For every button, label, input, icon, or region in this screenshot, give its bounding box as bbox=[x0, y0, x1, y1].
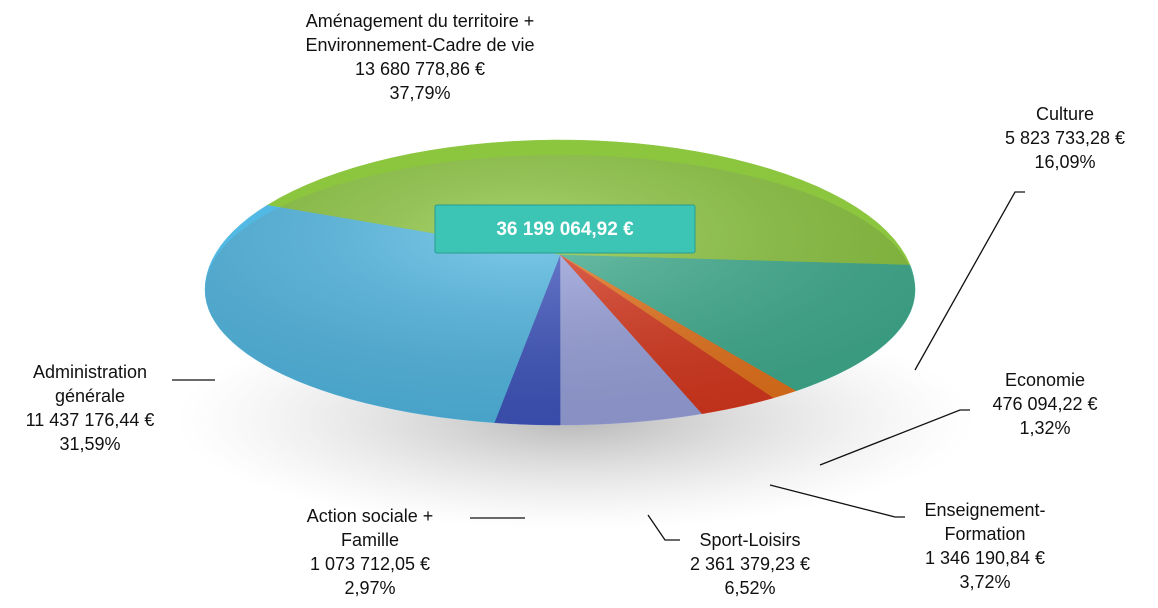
category-label: Sport-Loisirs bbox=[699, 530, 800, 550]
value-label: 1 073 712,05 € bbox=[310, 554, 430, 574]
category-label: Environnement-Cadre de vie bbox=[305, 35, 534, 55]
leader-line bbox=[819, 409, 970, 466]
value-label: 1 346 190,84 € bbox=[925, 548, 1045, 568]
total-label: 36 199 064,92 € bbox=[496, 219, 634, 240]
leader-line bbox=[914, 191, 1025, 371]
category-label: Formation bbox=[944, 524, 1025, 544]
value-label: 13 680 778,86 € bbox=[355, 59, 485, 79]
value-label: 476 094,22 € bbox=[992, 394, 1097, 414]
category-label: Aménagement du territoire + bbox=[306, 11, 535, 31]
percentage-label: 1,32% bbox=[1019, 418, 1070, 438]
category-label: Culture bbox=[1036, 104, 1094, 124]
category-label: Economie bbox=[1005, 370, 1085, 390]
category-label: Administration bbox=[33, 362, 147, 382]
value-label: 5 823 733,28 € bbox=[1005, 128, 1125, 148]
percentage-label: 2,97% bbox=[344, 578, 395, 598]
pie bbox=[204, 139, 916, 426]
category-label: Enseignement- bbox=[924, 500, 1045, 520]
labels: Aménagement du territoire + Environnement… bbox=[26, 11, 1125, 598]
category-label: générale bbox=[55, 386, 125, 406]
category-label: Famille bbox=[341, 530, 399, 550]
percentage-label: 37,79% bbox=[389, 83, 450, 103]
total-box bbox=[434, 204, 696, 254]
leader-line bbox=[647, 514, 680, 541]
leader-line bbox=[769, 484, 905, 518]
value-label: 2 361 379,23 € bbox=[690, 554, 810, 574]
percentage-label: 3,72% bbox=[959, 572, 1010, 592]
percentage-label: 6,52% bbox=[724, 578, 775, 598]
category-label: Action sociale + bbox=[307, 506, 434, 526]
percentage-label: 31,59% bbox=[59, 434, 120, 454]
percentage-label: 16,09% bbox=[1034, 152, 1095, 172]
value-label: 11 437 176,44 € bbox=[26, 410, 155, 430]
